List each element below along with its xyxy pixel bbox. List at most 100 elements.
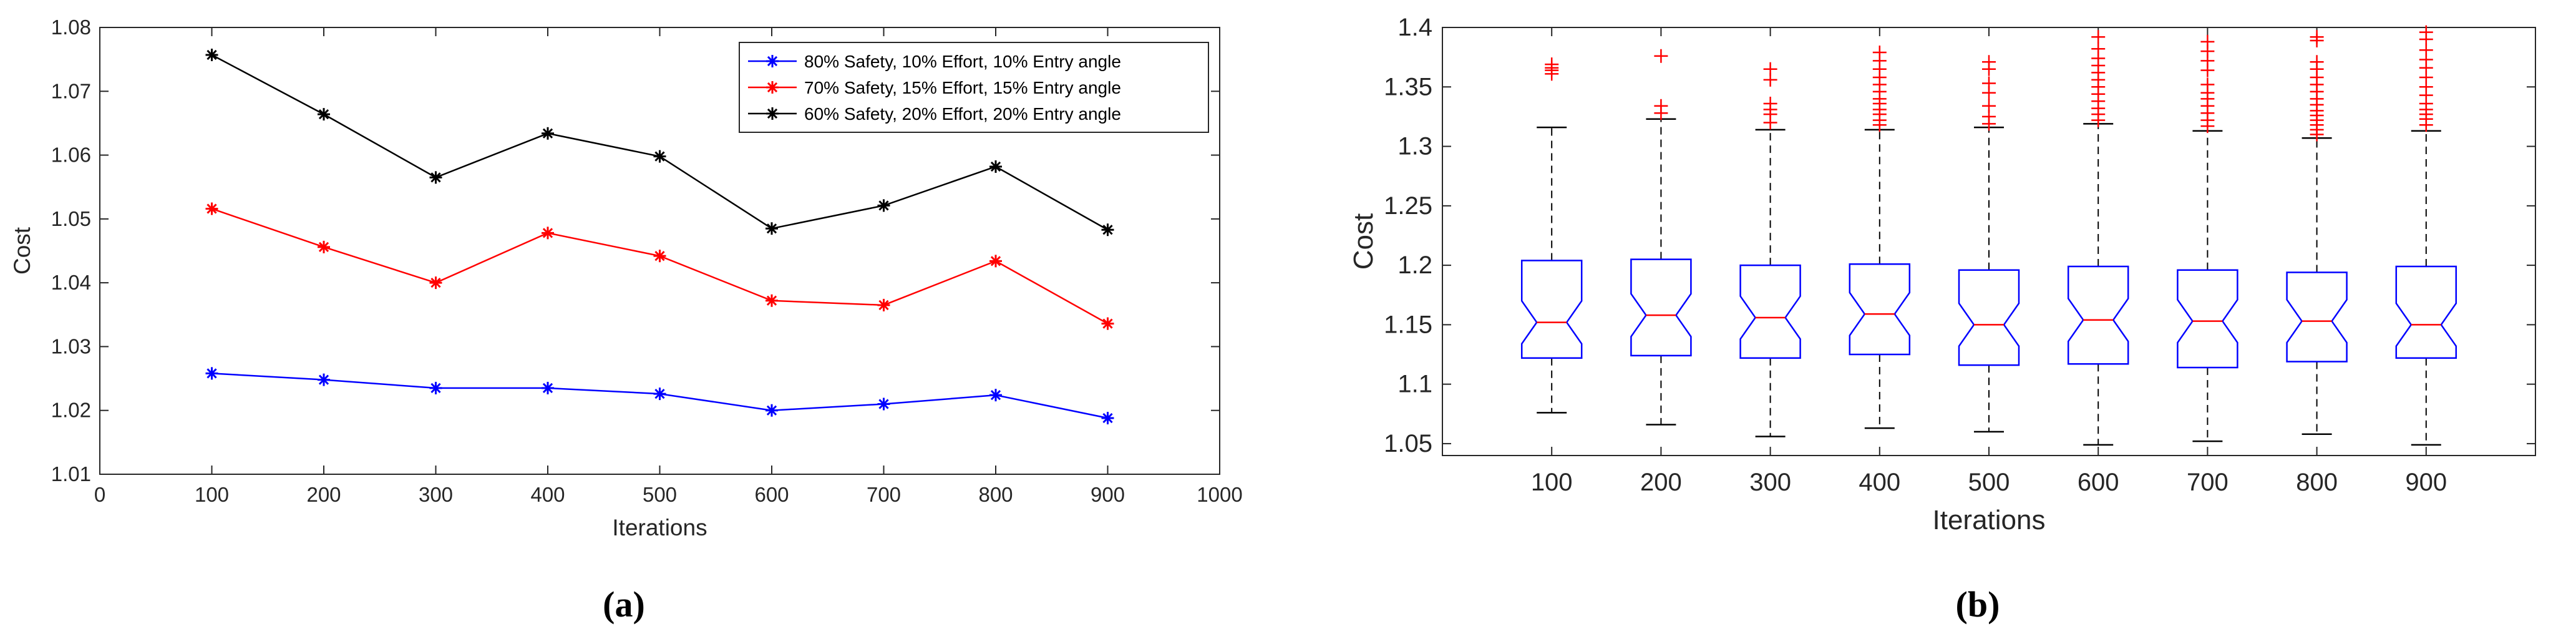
x-tick-label: 400 (1859, 469, 1900, 496)
notched-box (2067, 265, 2129, 365)
x-tick-label: 300 (1749, 469, 1791, 496)
legend-marker-stroke (767, 56, 778, 67)
x-tick-label: 0 (94, 483, 105, 506)
box-700 (2177, 34, 2238, 442)
outlier-marker (1982, 76, 1996, 90)
data-point-stroke (542, 383, 553, 394)
data-point (205, 367, 218, 380)
outlier-marker (2310, 30, 2324, 44)
data-point (877, 298, 890, 311)
notched-box (2395, 265, 2457, 359)
data-point (766, 294, 778, 307)
data-point-stroke (430, 383, 441, 394)
panel-a-caption: (a) (603, 584, 645, 625)
y-tick-label: 1.03 (51, 334, 91, 358)
outlier-marker (2200, 77, 2215, 92)
data-point-stroke (654, 388, 665, 399)
notched-box (1520, 260, 1583, 359)
legend-entry: 80% Safety, 10% Effort, 10% Entry angle (748, 52, 1121, 71)
x-tick-label: 300 (419, 483, 453, 506)
outlier-marker (1763, 96, 1777, 110)
data-point-stroke (766, 223, 777, 234)
y-tick-label: 1.02 (51, 399, 91, 422)
data-point (653, 250, 666, 263)
outlier-marker (1763, 62, 1777, 76)
data-point-stroke (1102, 318, 1113, 329)
outlier-marker (2200, 34, 2215, 49)
legend-marker-stroke (767, 108, 778, 119)
outlier-marker (1982, 99, 1996, 113)
notched-box (2286, 271, 2348, 363)
legend-marker-stroke (767, 82, 778, 93)
data-point (429, 171, 442, 184)
data-point-stroke (1102, 225, 1113, 235)
x-tick-label: 700 (2187, 469, 2228, 496)
data-point (318, 240, 330, 253)
data-point-stroke (654, 151, 665, 162)
panel-b-caption: (b) (1956, 584, 2000, 625)
box-900 (2395, 25, 2457, 446)
box-800 (2286, 30, 2348, 435)
data-point-stroke (878, 399, 889, 409)
notched-box (1739, 264, 1801, 359)
y-tick-label: 1.35 (1384, 73, 1432, 100)
notched-box (1849, 263, 1911, 356)
series-3 (205, 48, 1114, 236)
outlier-marker (1982, 55, 1996, 69)
x-tick-label: 500 (643, 483, 677, 506)
x-axis-label: Iterations (1933, 505, 2046, 535)
data-point (877, 397, 890, 411)
y-tick-label: 1.25 (1384, 192, 1432, 220)
data-point (542, 381, 554, 394)
outlier-marker (1872, 46, 1887, 60)
data-point-stroke (318, 109, 329, 120)
data-point (542, 127, 554, 140)
y-tick-label: 1.4 (1397, 14, 1432, 41)
data-point (653, 150, 666, 163)
y-tick-label: 1.2 (1397, 251, 1432, 279)
outlier-marker (2091, 30, 2106, 44)
data-point-stroke (878, 200, 889, 211)
y-axis-label: Cost (9, 227, 35, 275)
data-point-stroke (766, 405, 777, 416)
y-tick-label: 1.05 (51, 207, 91, 230)
legend-entry: 70% Safety, 15% Effort, 15% Entry angle (748, 78, 1121, 97)
data-point-stroke (878, 300, 889, 311)
legend-label: 60% Safety, 20% Effort, 20% Entry angle (804, 104, 1121, 124)
x-tick-label: 800 (978, 483, 1013, 506)
data-point-stroke (990, 256, 1001, 266)
data-point-stroke (1102, 412, 1113, 424)
x-tick-label: 800 (2296, 469, 2338, 496)
data-point (542, 227, 554, 240)
box-plot-panel: 1.05 1.1 1.15 1.2 1.25 1.3 1.35 1.4 100 200 300 400… (1348, 14, 2536, 535)
data-point-stroke (990, 161, 1001, 172)
box-300 (1739, 62, 1801, 437)
legend-marker (766, 107, 779, 120)
y-axis-label: Cost (1348, 213, 1379, 270)
outlier-marker (1654, 99, 1668, 113)
data-point (1101, 317, 1114, 330)
outlier-marker (2419, 25, 2433, 39)
line-chart-panel: 0 100 200 300 400 500 600 700 800 900 1000 1.01 1.02… (9, 16, 1243, 540)
series-2 (205, 202, 1114, 330)
data-point (429, 381, 442, 394)
data-point-stroke (430, 172, 441, 183)
x-tick-label: 200 (306, 483, 341, 506)
notched-box (1630, 258, 1692, 357)
x-axis-label: Iterations (612, 515, 707, 540)
data-point-stroke (207, 368, 217, 379)
data-point-stroke (318, 241, 329, 252)
x-tick-label: 100 (1531, 469, 1573, 496)
x-tick-label: 400 (530, 483, 565, 506)
y-tick-label: 1.1 (1397, 371, 1432, 398)
legend-marker (766, 81, 779, 94)
legend-label: 70% Safety, 15% Effort, 15% Entry angle (804, 78, 1121, 97)
data-point (318, 373, 330, 386)
data-point (989, 389, 1002, 402)
data-point (1101, 411, 1114, 424)
data-point (766, 222, 778, 235)
box-400 (1849, 46, 1911, 429)
data-point (205, 202, 218, 215)
outlier-marker (2091, 42, 2106, 56)
data-point-stroke (990, 390, 1001, 401)
